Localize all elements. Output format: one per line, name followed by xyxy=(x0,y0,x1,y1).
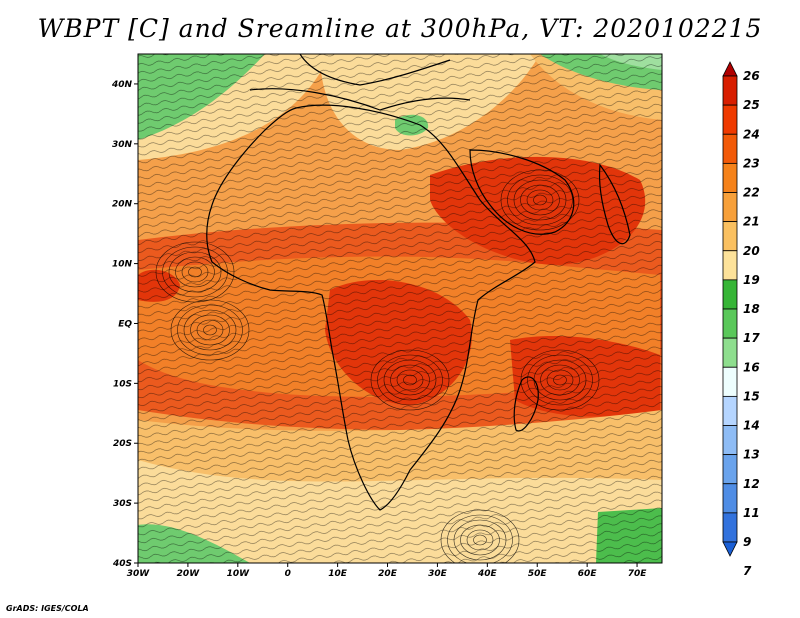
vortex-1 xyxy=(500,169,580,231)
india-coast xyxy=(598,163,631,245)
lon-tick-label: 10E xyxy=(328,569,348,579)
colorbar-top-arrow xyxy=(722,61,738,77)
colorbar-label: 26 xyxy=(743,69,760,83)
streamline-vortices xyxy=(155,169,600,563)
vortex-2 xyxy=(440,509,520,563)
grads-credit: GrADS: IGES/COLA xyxy=(6,604,89,613)
streamline-overlay xyxy=(138,54,662,563)
colorbar-label: 12 xyxy=(743,477,760,491)
colorbar-label: 9 xyxy=(743,535,751,549)
colorbar-swatch xyxy=(722,279,738,310)
colorbar-label: 13 xyxy=(743,448,760,462)
lat-tick-label: 40N xyxy=(111,80,133,90)
colorbar-swatch xyxy=(722,454,738,485)
lon-tick-label: 20W xyxy=(177,569,201,579)
colorbar-label: 18 xyxy=(743,302,760,316)
lat-tick-label: 10S xyxy=(113,379,132,389)
lon-tick-label: 30E xyxy=(428,569,448,579)
lat-tick-label: 30S xyxy=(113,499,132,509)
colorbar-swatch xyxy=(722,75,738,106)
mediterranean-coast xyxy=(249,88,471,111)
colorbar-label: 7 xyxy=(743,564,752,578)
lon-tick-label: 50E xyxy=(528,569,548,579)
colorbar-label: 24 xyxy=(743,127,760,141)
lat-tick-label: 10N xyxy=(112,260,133,270)
colorbar-label: 11 xyxy=(743,506,760,520)
map-title: WBPT [C] and Sreamline at 300hPa, VT: 20… xyxy=(37,14,763,43)
colorbar-swatch xyxy=(722,162,738,193)
lat-tick-label: 30N xyxy=(112,140,133,150)
colorbar-swatch xyxy=(722,250,738,281)
colorbar: 26 25 24 23 22 21 20 19 18 17 16 15 14 13 12 11 9 7 xyxy=(722,61,760,578)
coastlines xyxy=(206,54,631,511)
colorbar-bottom-arrow xyxy=(722,541,738,557)
vortex-4 xyxy=(520,349,600,411)
colorbar-label: 14 xyxy=(743,419,760,433)
colorbar-swatch xyxy=(722,425,738,456)
colorbar-swatch xyxy=(722,221,738,252)
colorbar-label: 16 xyxy=(743,360,760,374)
lon-tick-label: 20E xyxy=(378,569,398,579)
lat-tick-label: EQ xyxy=(118,319,132,329)
lon-tick-label: 40E xyxy=(477,569,498,579)
lat-tick-label: 20N xyxy=(112,200,133,210)
colorbar-swatch xyxy=(722,337,738,368)
vortex-6 xyxy=(170,299,250,361)
colorbar-label: 25 xyxy=(743,98,760,112)
lat-tick-label: 20S xyxy=(113,439,132,449)
colorbar-label: 19 xyxy=(743,273,760,287)
lat-tick-label: 40S xyxy=(112,559,132,569)
arabia-coast xyxy=(469,149,575,235)
lon-tick-label: 10W xyxy=(227,569,251,579)
lon-tick-label: 0 xyxy=(285,569,291,579)
colorbar-swatch xyxy=(722,192,738,223)
colorbar-swatch xyxy=(722,512,738,543)
colorbar-swatch xyxy=(722,366,738,397)
vortex-3 xyxy=(370,349,450,411)
colorbar-label: 23 xyxy=(743,156,760,170)
colorbar-label: 22 xyxy=(743,186,760,200)
colorbar-label: 21 xyxy=(743,215,760,229)
europe-coast xyxy=(299,54,451,86)
colorbar-swatch xyxy=(722,483,738,514)
lon-tick-label: 70E xyxy=(628,569,648,579)
map-plot-area xyxy=(138,54,662,563)
colorbar-label: 17 xyxy=(743,331,760,345)
africa-coast xyxy=(206,104,536,511)
colorbar-label: 15 xyxy=(743,389,760,403)
colorbar-swatch xyxy=(722,308,738,339)
colorbar-label: 20 xyxy=(743,244,760,258)
colorbar-swatch xyxy=(722,133,738,164)
map-frame xyxy=(137,53,663,564)
colorbar-swatch xyxy=(722,395,738,426)
colorbar-swatch xyxy=(722,104,738,135)
lon-tick-label: 30W xyxy=(127,569,151,579)
lon-tick-label: 60E xyxy=(578,569,598,579)
